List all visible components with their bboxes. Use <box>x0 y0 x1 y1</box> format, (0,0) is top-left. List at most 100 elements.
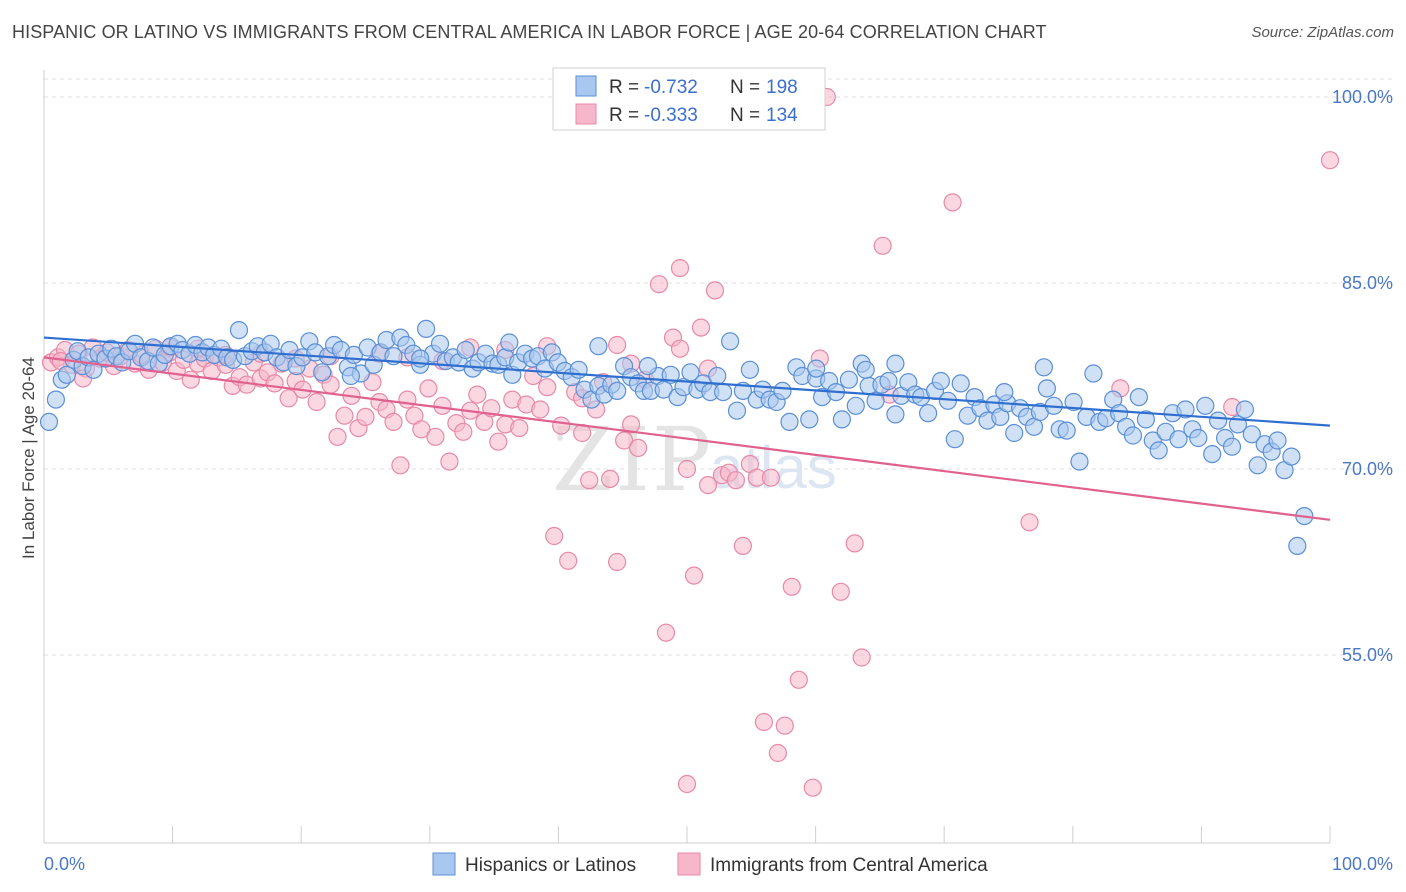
data-point <box>545 526 564 546</box>
data-point <box>456 340 475 360</box>
data-point <box>670 339 690 358</box>
legend-r-label: R = <box>609 77 639 98</box>
data-point <box>1189 428 1208 448</box>
data-point <box>705 281 725 300</box>
data-point <box>417 319 436 338</box>
data-point <box>698 476 718 495</box>
trend-line <box>43 356 1331 521</box>
data-point <box>846 396 865 415</box>
data-point <box>440 452 459 471</box>
data-point <box>1169 430 1188 449</box>
trend-line <box>43 336 1331 427</box>
data-point <box>886 354 905 373</box>
bottom-legend-hispanics: Hispanics or Latinos <box>465 855 636 876</box>
legend-n-label: N = <box>730 105 760 126</box>
data-point <box>1222 437 1242 456</box>
y-tick-label: 100.0% <box>1332 87 1393 107</box>
data-point <box>740 360 760 379</box>
data-point <box>733 536 753 556</box>
data-point <box>638 357 658 376</box>
data-point <box>489 432 508 451</box>
data-point <box>398 390 417 409</box>
data-point <box>628 438 648 457</box>
data-point <box>1070 452 1089 471</box>
data-point <box>852 648 871 667</box>
data-point <box>608 381 627 400</box>
legend-swatch-blue <box>575 75 597 97</box>
data-point <box>726 471 746 490</box>
data-point <box>1064 392 1083 412</box>
legend-n-value-pink: 134 <box>766 105 798 126</box>
series-legend: Hispanics or Latinos Immigrants from Cen… <box>432 852 988 876</box>
data-point <box>538 378 557 397</box>
data-point <box>800 410 819 429</box>
legend-n-label: N = <box>730 77 760 98</box>
x-tick-label-min: 0.0% <box>44 854 85 874</box>
legend-r-value-pink: -0.333 <box>644 105 698 126</box>
data-point <box>1248 456 1267 475</box>
legend-r-value-blue: -0.732 <box>644 77 698 98</box>
x-tick-label-max: 100.0% <box>1332 854 1393 874</box>
trend-lines <box>43 336 1331 521</box>
data-point <box>713 383 733 402</box>
data-point <box>654 380 673 399</box>
data-point <box>279 389 298 408</box>
data-point <box>46 390 66 409</box>
data-point <box>995 383 1014 402</box>
data-point <box>775 716 794 735</box>
legend-swatch-pink <box>575 103 597 125</box>
data-point <box>677 774 697 794</box>
data-point <box>229 321 249 340</box>
data-point <box>57 365 76 384</box>
data-point <box>656 623 676 642</box>
data-point <box>661 365 680 384</box>
y-axis-label: In Labor Force | Age 20-64 <box>19 357 38 559</box>
data-point <box>727 401 747 420</box>
data-point <box>670 259 690 278</box>
data-point <box>430 334 450 353</box>
data-point <box>500 333 519 352</box>
data-point <box>559 551 578 570</box>
data-point <box>782 577 801 596</box>
data-point <box>1176 400 1195 419</box>
correlation-legend: R = -0.732 N = 198 R = -0.333 N = 134 <box>552 67 826 131</box>
data-point <box>335 406 354 425</box>
data-point <box>845 534 864 553</box>
data-point <box>621 415 641 434</box>
data-point <box>607 335 627 355</box>
data-point <box>754 712 774 732</box>
data-point <box>832 410 852 429</box>
data-point <box>886 405 905 424</box>
data-point <box>761 468 781 487</box>
data-point <box>1136 410 1156 429</box>
data-point <box>1268 431 1287 450</box>
data-point <box>468 385 487 404</box>
data-point <box>1282 447 1301 466</box>
data-point <box>951 374 970 393</box>
data-point <box>1320 151 1340 170</box>
data-point <box>1203 445 1222 464</box>
data-point <box>866 391 885 410</box>
data-point <box>807 359 826 378</box>
data-point <box>768 743 788 763</box>
data-point <box>531 400 550 419</box>
data-point <box>1149 441 1168 460</box>
x-tick-labels: 0.0% 100.0% <box>44 854 1393 874</box>
data-point <box>454 422 473 441</box>
data-point <box>307 392 326 412</box>
data-point <box>918 404 938 423</box>
data-point <box>677 459 697 479</box>
data-point <box>1208 411 1228 430</box>
data-point <box>39 412 59 431</box>
bottom-legend-swatch-blue <box>432 852 456 876</box>
data-point <box>1034 358 1054 377</box>
y-tick-label: 55.0% <box>1342 645 1393 665</box>
data-point <box>181 370 200 389</box>
legend-r-label: R = <box>609 105 639 126</box>
data-point <box>580 471 599 490</box>
data-point <box>391 456 410 475</box>
data-point <box>412 420 431 439</box>
data-point <box>773 381 792 400</box>
data-point <box>600 469 620 488</box>
